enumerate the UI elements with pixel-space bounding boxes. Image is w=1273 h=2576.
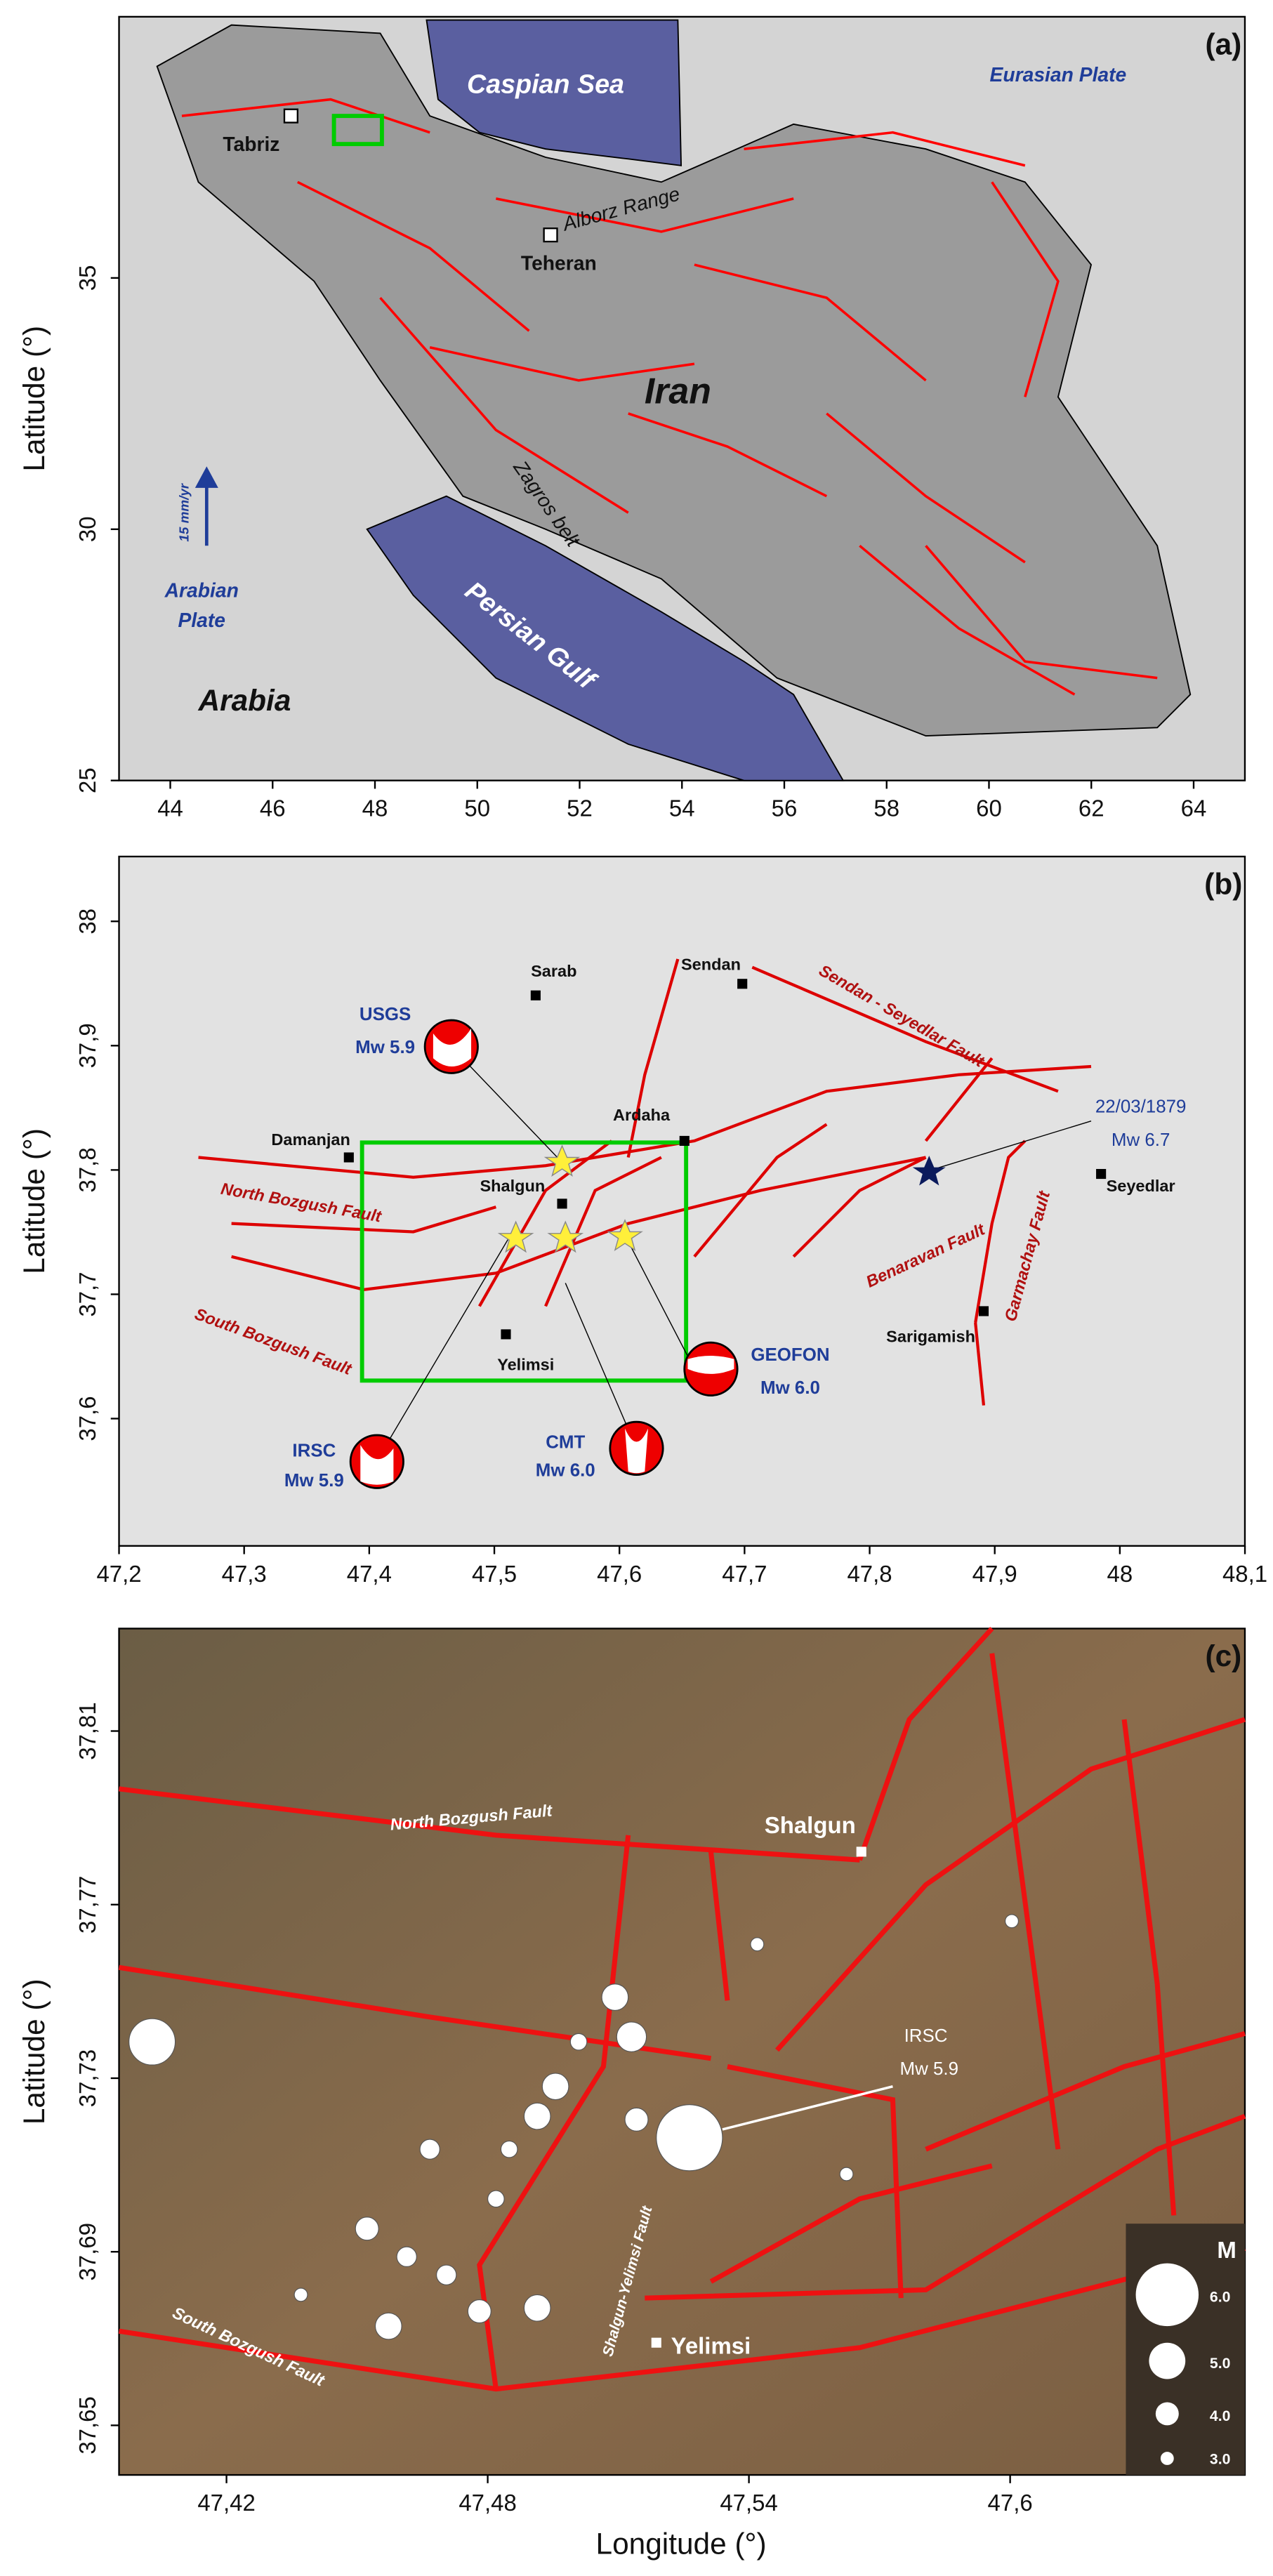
- iran-relief: [156, 24, 1192, 737]
- y-axis-label: Latitude (°): [18, 326, 51, 472]
- caspian-sea: [426, 19, 682, 166]
- place-label: 6.0: [1210, 2290, 1230, 2306]
- place-label: Arabia: [198, 684, 291, 717]
- x-tick-label: 48: [1107, 1561, 1133, 1587]
- panel-c-map: [118, 1627, 1246, 2476]
- place-label: Seyedlar: [1107, 1177, 1175, 1195]
- x-tick-label: 47,42: [197, 2490, 255, 2516]
- x-tick-label: 47,6: [597, 1561, 642, 1587]
- place-label: 22/03/1879: [1095, 1097, 1187, 1117]
- y-tick-label: 25: [74, 767, 100, 793]
- x-tick-label: 62: [1079, 795, 1104, 821]
- place-label: 3.0: [1210, 2451, 1230, 2467]
- y-axis-label: Latitude (°): [18, 1979, 51, 2125]
- x-tick-label: 47,4: [347, 1561, 392, 1587]
- place-label: Eurasian Plate: [990, 63, 1127, 86]
- panel-label: (a): [1205, 27, 1241, 60]
- place-label: Mw 5.9: [355, 1038, 415, 1057]
- place-label: Sarab: [531, 962, 576, 980]
- y-tick-label: 38: [74, 909, 100, 934]
- x-tick-label: 54: [669, 795, 695, 821]
- place-label: USGS: [360, 1005, 411, 1024]
- place-label: Sendan: [681, 956, 741, 974]
- y-tick-label: 37,9: [74, 1023, 100, 1068]
- place-label: Yelimsi: [671, 2332, 751, 2358]
- x-tick-label: 47,3: [222, 1561, 267, 1587]
- place-label: Arabian: [164, 579, 239, 602]
- place-label: Mw 6.7: [1112, 1130, 1170, 1150]
- place-label: 5.0: [1210, 2356, 1230, 2372]
- x-tick-label: 48: [362, 795, 388, 821]
- legend-box: [1126, 2224, 1245, 2476]
- x-tick-label: 46: [260, 795, 286, 821]
- panel-label: (b): [1204, 868, 1242, 901]
- place-label: Ardaha: [613, 1106, 671, 1124]
- faults-b: [198, 958, 1092, 1406]
- y-tick-label: 37,81: [74, 1702, 100, 1759]
- panel-label: (c): [1205, 1639, 1241, 1672]
- place-label: Teheran: [521, 252, 597, 275]
- x-tick-label: 44: [157, 795, 183, 821]
- place-label: Sarigamish: [886, 1327, 975, 1345]
- place-label: Yelimsi: [497, 1355, 554, 1373]
- x-tick-label: 60: [976, 795, 1002, 821]
- place-label: 4.0: [1210, 2408, 1230, 2424]
- y-tick-label: 37,77: [74, 1876, 100, 1934]
- faults-a: [181, 98, 1158, 696]
- y-tick-label: 37,69: [74, 2223, 100, 2280]
- y-axis-label: Latitude (°): [18, 1128, 51, 1274]
- y-tick-label: 37,73: [74, 2049, 100, 2107]
- place-label: Mw 5.9: [900, 2059, 958, 2079]
- place-label: Tabriz: [223, 133, 279, 155]
- x-tick-label: 48,1: [1222, 1561, 1267, 1587]
- y-tick-label: 37,6: [74, 1396, 100, 1441]
- x-tick-label: 47,5: [472, 1561, 517, 1587]
- x-tick-label: 58: [873, 795, 899, 821]
- x-tick-label: 47,2: [96, 1561, 141, 1587]
- place-label: Mw 6.0: [760, 1378, 820, 1398]
- y-tick-label: 37,8: [74, 1147, 100, 1192]
- place-label: IRSC: [292, 1441, 336, 1460]
- place-label: Plate: [178, 609, 225, 631]
- place-label: M: [1217, 2237, 1236, 2263]
- panel-a-map: [118, 15, 1246, 781]
- y-tick-label: 37,65: [74, 2396, 100, 2454]
- place-label: GEOFON: [751, 1345, 829, 1365]
- panel-b-map: [118, 855, 1246, 1547]
- town-markers: [343, 979, 1107, 1340]
- place-label: Mw 5.9: [284, 1471, 344, 1491]
- place-label: Mw 6.0: [536, 1461, 595, 1481]
- y-tick-label: 30: [74, 516, 100, 542]
- y-tick-label: 35: [74, 265, 100, 291]
- events: [128, 1914, 1019, 2340]
- x-tick-label: 50: [464, 795, 490, 821]
- faults-c: [118, 1627, 1246, 2392]
- x-tick-label: 47,7: [722, 1561, 767, 1587]
- place-label: Iran: [645, 370, 711, 411]
- x-tick-label: 47,6: [988, 2490, 1033, 2516]
- x-tick-label: 47,8: [847, 1561, 892, 1587]
- place-label: Caspian Sea: [467, 70, 624, 99]
- place-label: Damanjan: [271, 1130, 350, 1149]
- x-tick-label: 47,48: [459, 2490, 516, 2516]
- x-tick-label: 47,54: [720, 2490, 777, 2516]
- x-tick-label: 64: [1181, 795, 1207, 821]
- place-label: CMT: [546, 1433, 585, 1453]
- place-label: IRSC: [904, 2026, 948, 2046]
- y-tick-label: 37,7: [74, 1272, 100, 1316]
- x-tick-label: 47,9: [972, 1561, 1017, 1587]
- place-label: 15 mm/yr: [177, 482, 192, 541]
- persian-gulf: [366, 495, 845, 781]
- x-tick-label: 52: [567, 795, 593, 821]
- place-label: Shalgun: [765, 1812, 856, 1838]
- place-label: Shalgun: [480, 1177, 545, 1195]
- x-axis-label: Longitude (°): [596, 2527, 767, 2560]
- x-tick-label: 56: [772, 795, 798, 821]
